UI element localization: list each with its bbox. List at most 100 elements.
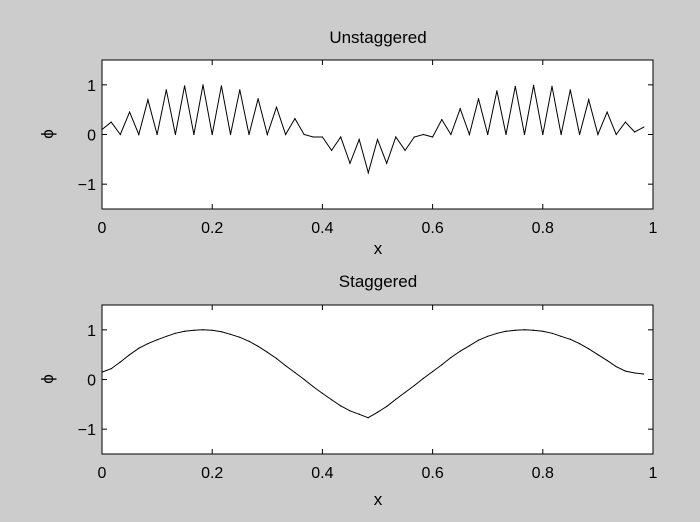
data-point: [229, 333, 231, 335]
data-point: [156, 339, 158, 341]
data-point: [395, 398, 397, 400]
data-point: [542, 330, 544, 332]
x-tick-label: 0.6: [421, 220, 443, 237]
data-point: [349, 162, 351, 164]
data-point: [624, 370, 627, 372]
data-point: [220, 85, 223, 87]
x-tick-label: 0: [98, 220, 107, 237]
data-point: [514, 85, 516, 87]
series-line: [101, 329, 644, 419]
data-point: [422, 377, 424, 380]
data-point: [257, 345, 259, 347]
data-point: [229, 133, 232, 136]
data-point: [321, 392, 323, 395]
data-point: [312, 385, 314, 388]
data-point: [101, 371, 103, 373]
plot-title: Unstaggered: [329, 28, 426, 47]
data-point: [239, 89, 241, 91]
data-point: [165, 89, 167, 91]
data-point: [119, 133, 121, 136]
y-tick-label: 1: [87, 78, 96, 95]
data-point: [110, 121, 112, 123]
y-tick-label: 1: [87, 323, 96, 340]
data-point: [560, 133, 562, 136]
data-point: [248, 133, 250, 136]
data-point: [211, 329, 213, 331]
data-point: [524, 329, 526, 331]
data-point: [239, 336, 241, 338]
data-point: [413, 384, 416, 387]
data-point: [275, 106, 278, 108]
y-ticks: −1 0 1: [78, 323, 653, 439]
data-point: [578, 133, 581, 136]
data-point: [340, 136, 342, 138]
data-point: [138, 347, 140, 349]
data-point: [331, 399, 333, 401]
data-point: [193, 133, 195, 136]
series-line: [101, 84, 645, 175]
data-point: [202, 329, 204, 331]
y-tick-label: 0: [87, 128, 96, 145]
data-point: [615, 365, 617, 368]
x-ticks: 0 0.2 0.4 0.6 0.8 1: [98, 60, 658, 237]
data-point: [303, 378, 305, 381]
data-point: [101, 128, 103, 131]
data-point: [266, 133, 268, 136]
y-axis-label: ϕ: [38, 374, 57, 384]
data-point: [569, 338, 571, 340]
data-point: [184, 330, 186, 332]
x-ticks: 0 0.2 0.4 0.6 0.8 1: [98, 305, 658, 482]
data-point: [551, 85, 553, 87]
axes-box: [101, 59, 654, 210]
x-tick-label: 1: [649, 220, 658, 237]
data-point: [193, 329, 195, 331]
data-point: [505, 133, 507, 136]
data-point: [643, 126, 645, 128]
x-tick-label: 0.2: [201, 220, 223, 237]
data-point: [358, 138, 360, 141]
data-point: [643, 373, 645, 375]
y-tick-label: −1: [78, 177, 96, 194]
data-point: [450, 357, 452, 359]
data-point: [386, 162, 388, 164]
data-point: [147, 99, 149, 101]
data-point: [523, 133, 526, 136]
x-tick-label: 0.8: [532, 220, 554, 237]
data-point: [321, 136, 323, 138]
data-point: [634, 372, 636, 374]
data-point: [542, 133, 544, 136]
data-point: [597, 354, 599, 356]
x-tick-label: 1: [649, 465, 658, 482]
data-point: [376, 138, 379, 141]
data-point: [276, 358, 278, 360]
data-point: [257, 98, 259, 100]
data-point: [606, 111, 608, 113]
data-point: [248, 340, 250, 342]
data-point: [110, 367, 112, 370]
data-point: [165, 335, 168, 337]
data-point: [597, 133, 599, 136]
data-point: [532, 84, 535, 86]
x-tick-label: 0.8: [532, 465, 554, 482]
data-point: [468, 345, 471, 347]
subplot-staggered: Staggered 0 0.2 0.4 0.6 0.8 1 −1 0 1 x ϕ: [38, 272, 658, 509]
data-point: [532, 329, 535, 331]
data-point: [624, 121, 627, 123]
x-axis-label: x: [374, 239, 383, 258]
data-point: [294, 371, 296, 374]
data-point: [459, 108, 461, 110]
data-point: [413, 136, 415, 138]
data-point: [432, 370, 434, 373]
data-point: [606, 360, 608, 362]
data-point: [422, 133, 424, 136]
data-point: [560, 335, 562, 337]
data-point: [496, 332, 498, 334]
data-point: [487, 133, 489, 136]
data-point: [367, 172, 369, 174]
y-tick-label: 0: [87, 373, 96, 390]
data-point: [615, 133, 617, 136]
data-point: [386, 405, 388, 407]
data-point: [128, 111, 131, 113]
x-tick-label: 0.4: [311, 465, 333, 482]
